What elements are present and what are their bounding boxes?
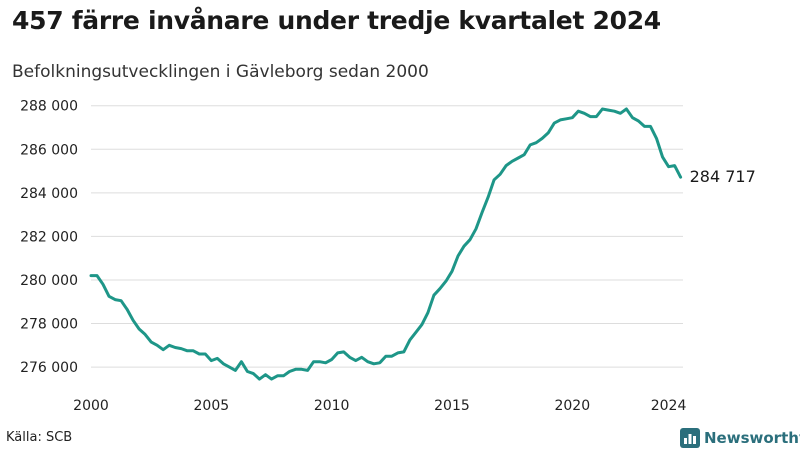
y-tick-label: 286 000: [20, 142, 78, 158]
y-tick-label: 276 000: [20, 360, 78, 376]
grid-lines: [91, 105, 683, 368]
y-tick-label: 280 000: [20, 273, 78, 289]
series-line: [89, 107, 683, 381]
x-tick-label: 2015: [434, 398, 470, 414]
x-tick-label: 2010: [314, 398, 350, 414]
x-tick-label: 2005: [194, 398, 230, 414]
x-tick-label: 2020: [554, 398, 590, 414]
y-tick-label: 282 000: [20, 229, 78, 245]
y-axis-ticks: 276 000 278 000 280 000 282 000 284 000 286 0…: [20, 99, 78, 376]
x-tick-label: 2024: [651, 398, 687, 414]
end-value-label: 284 717: [690, 167, 756, 186]
y-tick-label: 288 000: [20, 99, 78, 115]
chart-title: 457 färre invånare under tredje kvartale…: [12, 6, 661, 35]
x-axis-ticks: 2000 2005 2010 2015 2020 2024: [73, 398, 686, 414]
brand-logo: Newsworthy: [680, 428, 800, 448]
brand-name: Newsworthy: [704, 429, 800, 447]
y-tick-label: 278 000: [20, 317, 78, 333]
chart-subtitle: Befolkningsutvecklingen i Gävleborg seda…: [12, 62, 429, 82]
y-tick-label: 284 000: [20, 186, 78, 202]
x-tick-label: 2000: [73, 398, 109, 414]
source-label: Källa: SCB: [6, 430, 73, 445]
bar-chart-icon: [680, 428, 700, 448]
